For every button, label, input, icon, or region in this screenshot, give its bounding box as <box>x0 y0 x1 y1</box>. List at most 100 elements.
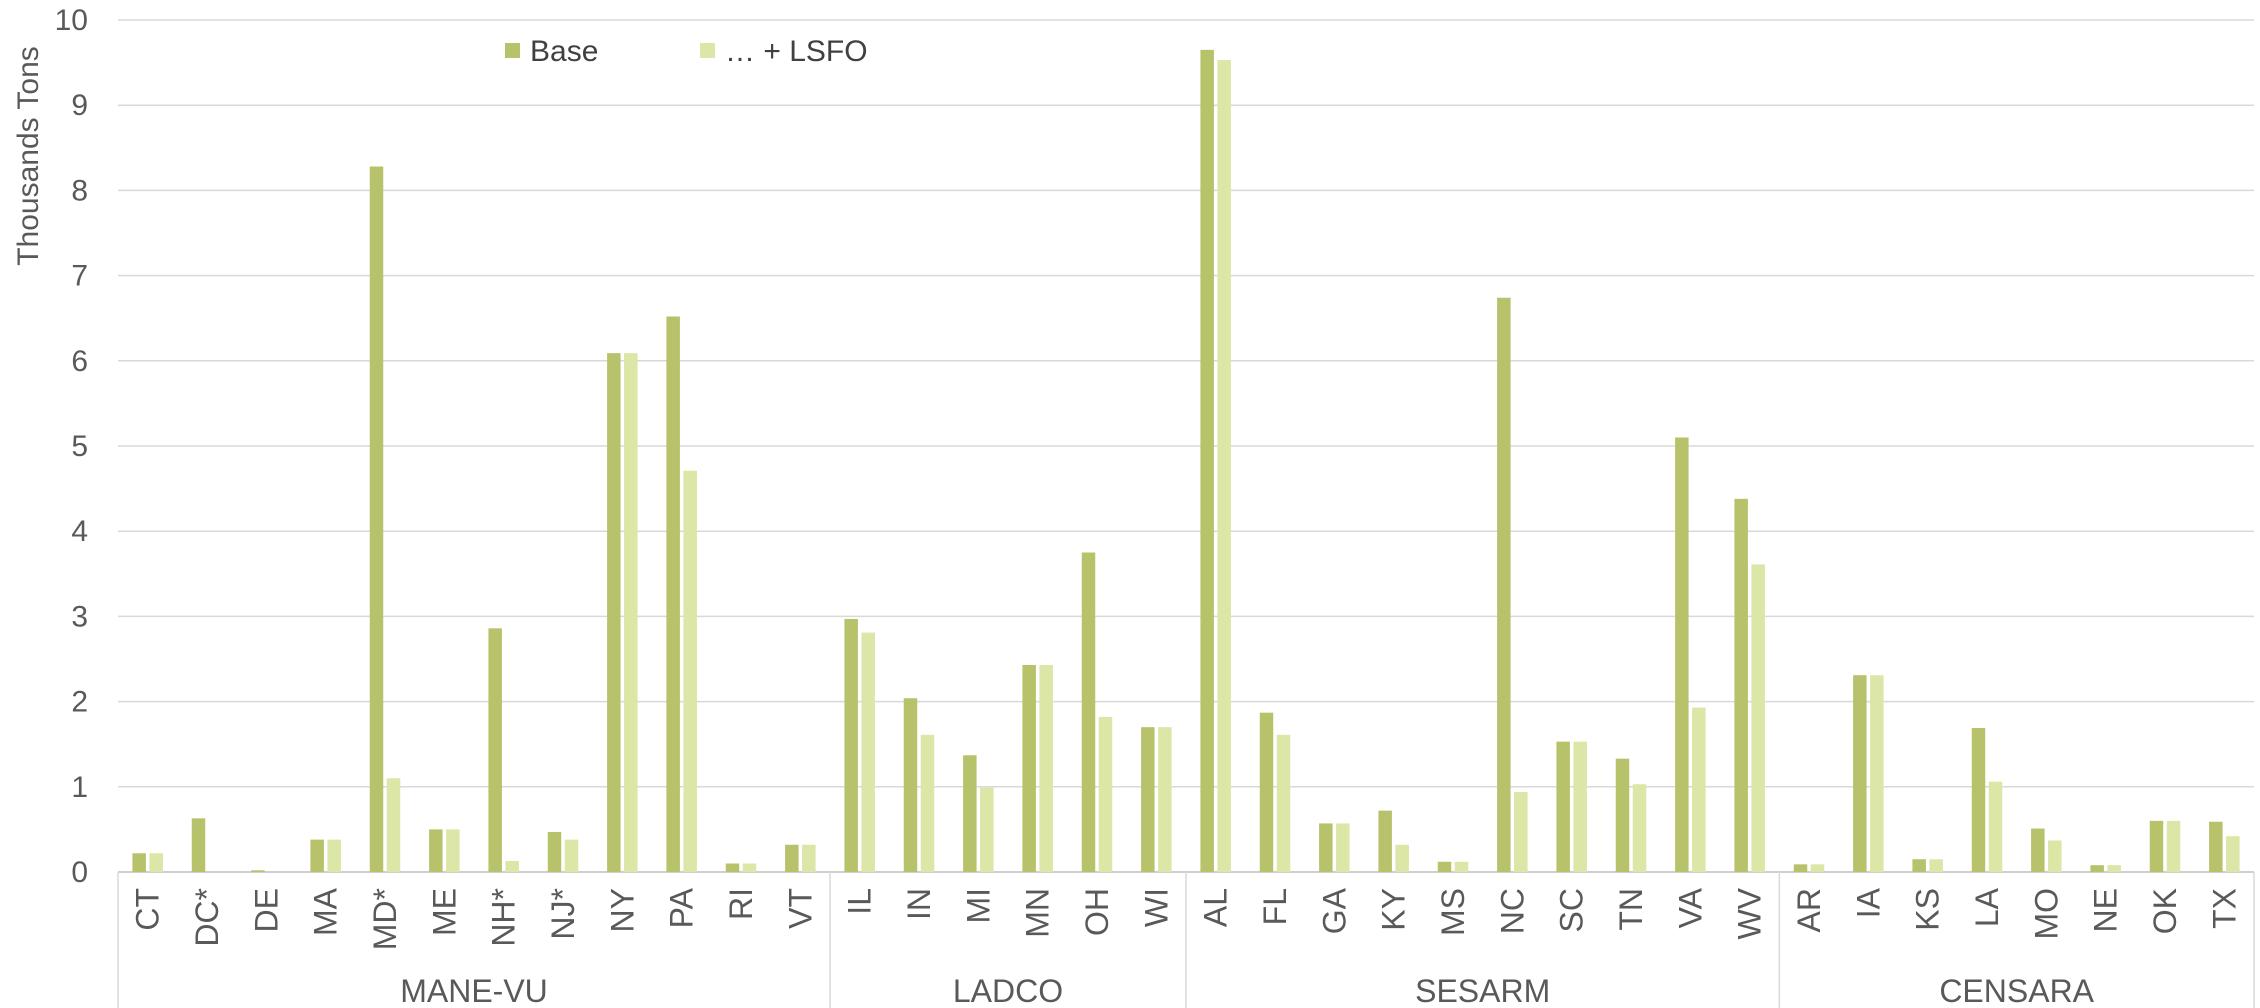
category-label: VA <box>1672 887 1708 928</box>
bar-lsfo-nc <box>1514 791 1528 872</box>
bar-lsfo-ct <box>149 853 163 872</box>
bar-lsfo-ny <box>624 353 638 873</box>
bar-base-mn <box>1022 664 1036 872</box>
bar-base-ms <box>1437 861 1452 872</box>
bar-lsfo-ri <box>742 863 757 872</box>
category-label: OH <box>1079 888 1115 936</box>
category-label: VT <box>782 888 818 929</box>
category-label: NE <box>2088 888 2124 932</box>
bar-base-me <box>429 829 443 872</box>
bar-lsfo-fl <box>1276 734 1291 872</box>
category-label: IN <box>901 888 937 920</box>
bar-lsfo-wi <box>1158 727 1172 872</box>
bar-base-ky <box>1378 810 1392 872</box>
bar-base-ct <box>132 853 146 872</box>
bar-lsfo-ms <box>1454 861 1469 872</box>
y-tick-label: 0 <box>71 856 88 889</box>
bar-base-ne <box>2090 865 2104 872</box>
category-label: LA <box>1969 887 2005 927</box>
category-label: MO <box>2028 888 2064 940</box>
y-tick-label: 6 <box>71 345 88 378</box>
bar-base-nj <box>547 831 562 872</box>
bar-lsfo-va <box>1692 707 1706 872</box>
category-label: KS <box>1910 888 1946 931</box>
bar-lsfo-me <box>446 829 460 872</box>
bar-base-la <box>1971 728 1986 872</box>
y-tick-label: 10 <box>55 4 88 37</box>
bar-base-nc <box>1497 297 1511 872</box>
bar-lsfo-il <box>861 632 875 872</box>
group-label: CENSARA <box>1939 973 2094 1008</box>
group-labels: MANE-VU LADCO SESARM CENSARA <box>117 872 2255 1008</box>
bar-base-ny <box>607 353 621 873</box>
category-label: WV <box>1732 887 1768 939</box>
group-label: SESARM <box>1415 973 1550 1008</box>
bar-lsfo-ok <box>2166 820 2181 872</box>
category-label: NC <box>1494 888 1530 934</box>
bar-lsfo-pa <box>683 470 697 872</box>
group-label: MANE-VU <box>400 973 548 1008</box>
bar-lsfo-al <box>1217 60 1231 872</box>
y-tick-label: 1 <box>71 771 88 804</box>
bar-base-ia <box>1853 675 1867 872</box>
category-label: NJ* <box>545 888 581 940</box>
category-label: MN <box>1020 888 1056 938</box>
bar-lsfo-tx <box>2226 836 2240 872</box>
legend-label: … + LSFO <box>725 35 868 68</box>
bar-base-ar <box>1793 864 1808 872</box>
category-label: MI <box>960 888 996 924</box>
category-label: OK <box>2147 888 2183 934</box>
bar-base-tx <box>2209 821 2223 872</box>
bar-base-mo <box>2031 828 2045 872</box>
bar-base-oh <box>1081 552 1096 872</box>
bar-lsfo-ga <box>1336 823 1350 872</box>
bar-base-mi <box>963 755 977 872</box>
bar-lsfo-wv <box>1751 564 1765 872</box>
bars <box>132 49 2240 873</box>
bar-base-tn <box>1615 758 1630 872</box>
bar-lsfo-sc <box>1573 741 1587 872</box>
category-label: TX <box>2206 888 2242 929</box>
bar-lsfo-ia <box>1870 675 1884 872</box>
bar-lsfo-md <box>386 778 401 872</box>
bar-base-va <box>1675 437 1689 872</box>
legend: Base … + LSFO <box>505 35 868 68</box>
bar-lsfo-oh <box>1098 716 1113 872</box>
category-label: RI <box>723 888 759 920</box>
bar-base-il <box>844 618 858 872</box>
category-label: KY <box>1376 888 1412 931</box>
category-label: MA <box>308 887 344 936</box>
bar-base-al <box>1200 49 1214 872</box>
x-axis: CT DC* DE MA MD* ME NH* NJ* NY PA RI VT IL IN MI MN OH WI… <box>130 887 2243 950</box>
bar-lsfo-ar <box>1810 864 1825 872</box>
category-label: WI <box>1138 888 1174 927</box>
bar-base-dc <box>191 818 206 872</box>
bar-base-nh <box>488 628 502 872</box>
category-label: CT <box>130 888 166 931</box>
gridlines <box>118 19 2254 873</box>
y-tick-label: 2 <box>71 686 88 719</box>
bar-lsfo-vt <box>802 844 816 872</box>
bar-base-fl <box>1259 712 1274 872</box>
category-label: AR <box>1791 888 1827 932</box>
y-axis-title: Thousands Tons <box>12 46 45 266</box>
bar-lsfo-la <box>1988 781 2003 872</box>
bar-lsfo-ky <box>1395 844 1409 872</box>
bar-lsfo-nh <box>505 860 519 872</box>
bar-lsfo-tn <box>1632 784 1647 872</box>
bar-lsfo-mn <box>1039 664 1053 872</box>
category-label: IL <box>842 888 878 915</box>
bar-base-wi <box>1141 727 1155 872</box>
bar-base-wv <box>1734 498 1748 872</box>
y-tick-label: 8 <box>71 174 88 207</box>
bar-base-sc <box>1556 741 1570 872</box>
bar-lsfo-ks <box>1929 859 1943 872</box>
bar-base-ok <box>2149 820 2164 872</box>
y-tick-label: 5 <box>71 430 88 463</box>
legend-swatch <box>700 43 715 58</box>
y-tick-label: 9 <box>71 89 88 122</box>
category-label: IA <box>1850 887 1886 918</box>
category-label: ME <box>426 888 462 936</box>
bar-base-de <box>251 870 265 872</box>
